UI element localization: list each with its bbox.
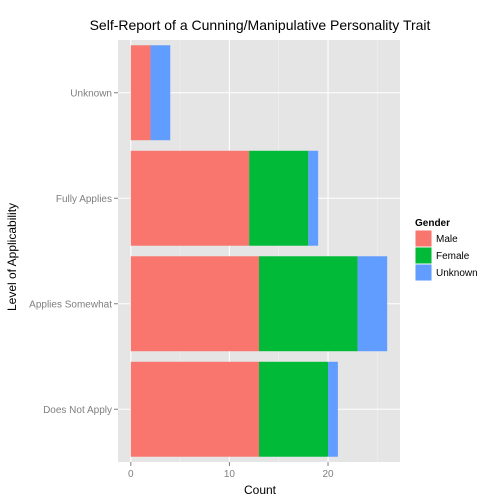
y-axis-title: Level of Applicability (5, 203, 19, 311)
y-tick-label: Fully Applies (56, 194, 112, 205)
bar-segment (130, 150, 250, 246)
legend-key (415, 247, 432, 264)
bar-segment (328, 361, 338, 457)
y-axis: Does Not Apply Applies Somewhat Fully Appl… (29, 88, 118, 416)
y-tick-label: Applies Somewhat (29, 299, 112, 310)
bar-segment (249, 150, 309, 246)
bar-segment (259, 256, 358, 352)
x-tick-label: 10 (224, 469, 236, 480)
legend-label: Female (436, 251, 470, 262)
bar-segment (308, 150, 319, 246)
bar-segment (150, 45, 171, 141)
bar-segment (130, 256, 259, 352)
bar-segment (130, 45, 151, 141)
chart-title: Self-Report of a Cunning/Manipulative Pe… (90, 17, 431, 33)
bar-segment (130, 361, 259, 457)
x-axis: 0 10 20 (128, 462, 334, 480)
x-axis-title: Count (244, 483, 277, 497)
legend-key (415, 230, 432, 247)
x-tick-label: 20 (322, 469, 334, 480)
bars-layer (130, 45, 388, 457)
legend-label: Male (436, 234, 458, 245)
y-tick-label: Does Not Apply (43, 405, 112, 416)
legend-title: Gender (415, 218, 450, 229)
legend-key (415, 264, 432, 281)
x-tick-label: 0 (128, 469, 134, 480)
y-tick-label: Unknown (70, 88, 112, 99)
bar-segment (357, 256, 388, 352)
legend: Gender Male Female Unknown (414, 218, 478, 282)
bar-segment (259, 361, 329, 457)
legend-label: Unknown (436, 268, 478, 279)
